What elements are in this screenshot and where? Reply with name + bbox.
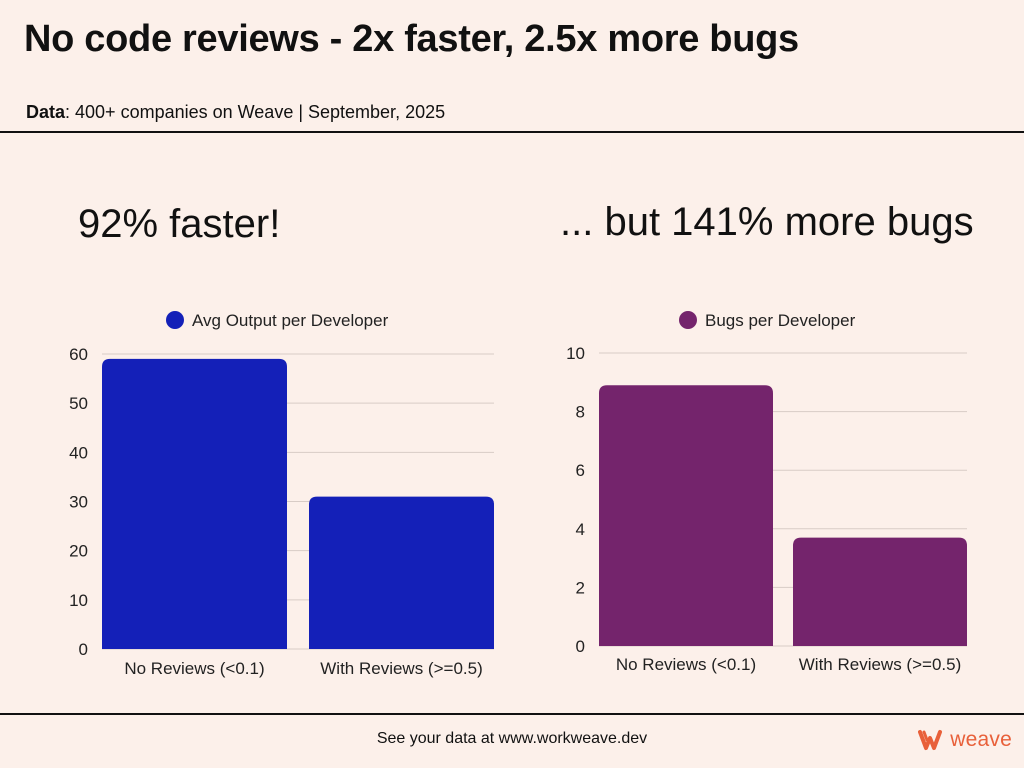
footer-link-text: See your data at www.workweave.dev (376, 730, 648, 747)
data-source-label: Data (26, 102, 66, 122)
left-headline: 92% faster! (78, 202, 281, 246)
y-tick-label: 10 (566, 344, 585, 363)
weave-logo: weave (918, 728, 1012, 752)
y-tick-label: 8 (576, 403, 585, 422)
data-source-text: : 400+ companies on Weave | September, 2… (65, 102, 446, 122)
x-category-label: No Reviews (<0.1) (616, 655, 756, 674)
y-tick-label: 20 (69, 542, 88, 561)
y-tick-label: 0 (79, 640, 88, 659)
bar-1 (102, 358, 287, 649)
bar-1 (599, 385, 773, 646)
y-tick-label: 6 (576, 461, 585, 480)
y-tick-label: 40 (69, 443, 88, 462)
right-headline: ... but 141% more bugs (560, 200, 974, 244)
bar-2 (793, 537, 967, 646)
x-category-label: With Reviews (>=0.5) (799, 655, 962, 674)
y-tick-label: 2 (576, 578, 585, 597)
x-category-label: With Reviews (>=0.5) (320, 659, 483, 678)
page-title: No code reviews - 2x faster, 2.5x more b… (24, 18, 799, 60)
legend-label: Avg Output per Developer (192, 311, 389, 330)
y-tick-label: 50 (69, 394, 88, 413)
footer-divider (0, 713, 1024, 715)
data-source-caption: Data: 400+ companies on Weave | Septembe… (26, 102, 445, 123)
x-category-label: No Reviews (<0.1) (124, 659, 264, 678)
legend-swatch (679, 311, 697, 329)
legend-swatch (166, 311, 184, 329)
y-tick-label: 60 (69, 345, 88, 364)
y-tick-label: 4 (576, 520, 585, 539)
y-tick-label: 0 (576, 637, 585, 656)
weave-logo-text: weave (950, 728, 1012, 751)
y-tick-label: 30 (69, 493, 88, 512)
output-chart: Avg Output per Developer 0 10 20 30 40 50 60 No … (69, 311, 494, 678)
header-divider (0, 131, 1024, 133)
weave-logo-icon (918, 730, 943, 750)
bar-2 (309, 496, 494, 649)
bugs-chart: Bugs per Developer 0 2 4 6 8 10 No Reviews (<0.… (566, 311, 967, 674)
legend-label: Bugs per Developer (705, 311, 856, 330)
y-tick-label: 10 (69, 591, 88, 610)
